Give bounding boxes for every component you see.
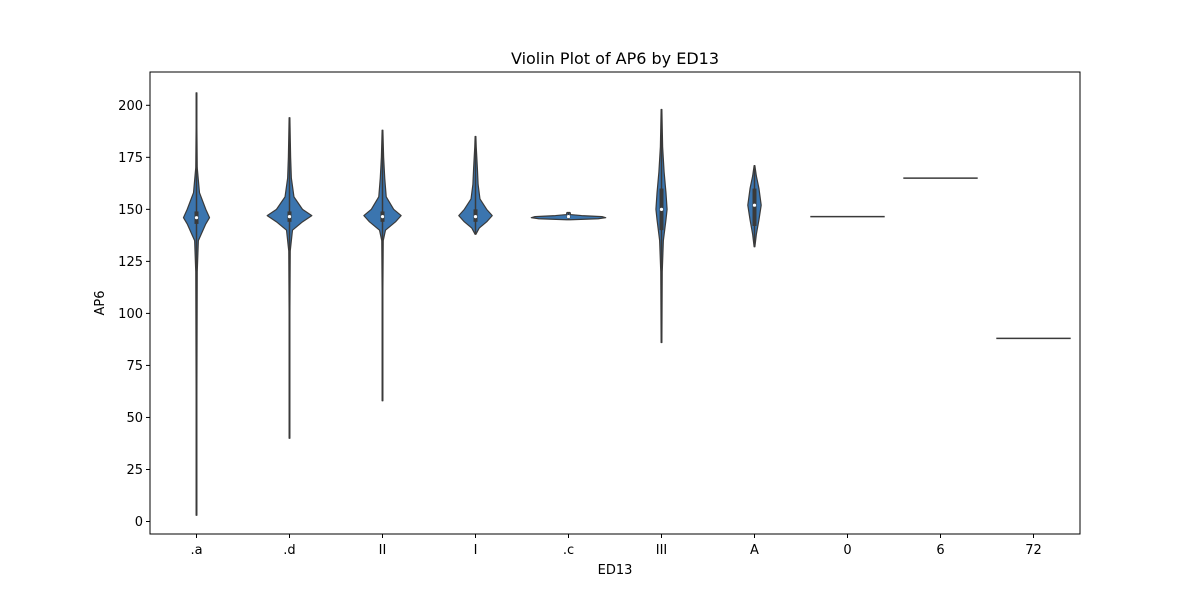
y-tick-label: 75: [126, 359, 143, 374]
violins-group: [182, 92, 1071, 516]
x-axis-label: ED13: [598, 563, 633, 578]
x-tick-label: III: [656, 543, 668, 558]
x-tick-label: 72: [1025, 543, 1042, 558]
violin-median: [752, 203, 757, 207]
violin-median: [473, 215, 478, 219]
x-axis: .a .d II I .c III A 0 6 72: [190, 534, 1042, 558]
x-tick-label: .c: [563, 543, 574, 558]
violin-median: [566, 215, 571, 219]
y-axis-label: AP6: [93, 290, 108, 315]
y-tick-label: 175: [118, 151, 143, 166]
chart-title: Violin Plot of AP6 by ED13: [511, 49, 719, 68]
x-tick-label: II: [379, 543, 387, 558]
y-tick-label: 25: [126, 463, 143, 478]
x-tick-label: .a: [190, 543, 202, 558]
y-axis: 0 25 50 75 100 125 150 175 200: [118, 99, 150, 530]
violin-median: [287, 215, 292, 219]
y-tick-label: 200: [118, 99, 143, 114]
x-tick-label: .d: [283, 543, 295, 558]
x-tick-label: A: [750, 543, 759, 558]
y-tick-label: 50: [126, 411, 143, 426]
x-tick-label: I: [474, 543, 478, 558]
y-tick-label: 100: [118, 307, 143, 322]
plot-frame: [149, 71, 1081, 535]
violin-median: [380, 215, 385, 219]
y-tick-label: 0: [135, 515, 143, 530]
x-tick-label: 6: [936, 543, 944, 558]
violin-median: [194, 216, 199, 220]
y-tick-label: 150: [118, 203, 143, 218]
violin-median: [659, 207, 664, 211]
x-tick-label: 0: [843, 543, 851, 558]
y-tick-label: 125: [118, 255, 143, 270]
